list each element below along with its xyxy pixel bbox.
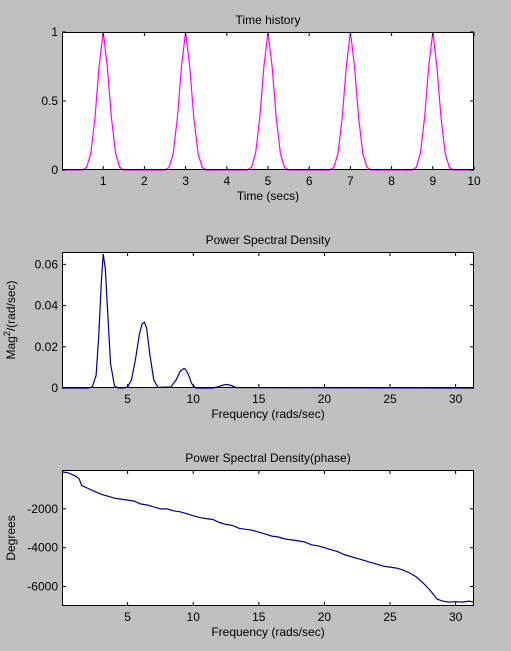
y-tick-label: 0.04 [35,299,59,313]
x-tick-label: 10 [467,174,481,188]
y-tick-label: 0.5 [41,94,58,108]
y-tick-label: 0.02 [35,340,59,354]
x-tick-label: 15 [252,610,266,624]
x-tick-label: 30 [449,392,463,406]
chart-panel-1: 1 2 3 4 5 6 7 8 9 10 0 0.5 1 Time history Time (secs) [41,13,481,203]
x-axis-label: Frequency (rads/sec) [211,407,324,421]
x-tick-label: 7 [347,174,354,188]
chart-title: Power Spectral Density(phase) [185,451,350,465]
series-line [61,471,475,603]
x-tick-label: 5 [124,610,131,624]
x-tick-label: 5 [265,174,272,188]
y-axis-label: Degrees [4,515,18,560]
axes-box [62,470,474,606]
x-tick-label: 4 [223,174,230,188]
x-tick-label: 10 [187,392,201,406]
y-tick-label: -6000 [27,580,58,594]
axes-box [62,252,474,388]
y-tick-label: 1 [51,25,58,39]
plot-area [62,32,474,170]
x-tick-label: 20 [318,610,332,624]
y-tick-label: 0 [51,381,58,395]
x-tick-label: 1 [100,174,107,188]
chart-title: Time history [236,13,301,27]
x-tick-label: 25 [383,392,397,406]
x-tick-label: 9 [429,174,436,188]
x-tick-label: 5 [124,392,131,406]
x-tick-label: 25 [383,610,397,624]
x-tick-label: 10 [187,610,201,624]
x-tick-label: 20 [318,392,332,406]
chart-panel-3: 5 10 15 20 25 30 -6000 -4000 -2000 Power Spectral… [4,451,475,639]
y-tick-label: -4000 [27,541,58,555]
y-tick-label: -2000 [27,502,58,516]
x-tick-label: 6 [306,174,313,188]
x-tick-label: 8 [388,174,395,188]
x-axis-label: Frequency (rads/sec) [211,625,324,639]
x-tick-label: 30 [449,610,463,624]
x-tick-label: 15 [252,392,266,406]
y-tick-label: 0.06 [35,257,59,271]
x-tick-label: 3 [182,174,189,188]
chart-panel-2: 5 10 15 20 25 30 0 0.02 0.04 0.06 Power Spectral D… [2,233,475,421]
x-tick-label: 2 [141,174,148,188]
plot-area [62,470,474,606]
plot-area [62,252,474,388]
x-axis-label: Time (secs) [237,189,299,203]
y-tick-label: 0 [51,163,58,177]
y-axis-label: Mag2/(rad/sec) [2,280,18,359]
chart-title: Power Spectral Density [206,233,331,247]
